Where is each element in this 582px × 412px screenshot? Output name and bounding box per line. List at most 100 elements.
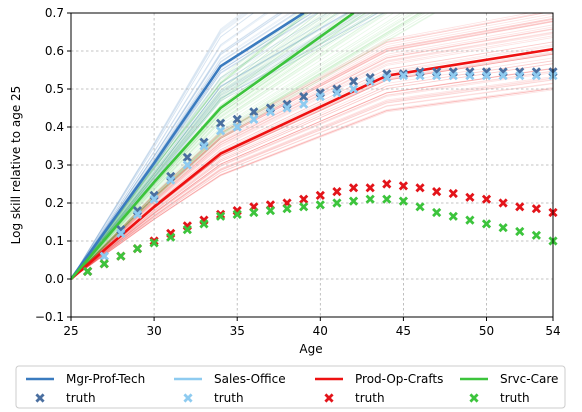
truth-marker — [365, 183, 375, 193]
cross-stroke — [515, 226, 525, 237]
cross-stroke — [166, 175, 176, 185]
truth-marker — [531, 204, 541, 214]
truth-marker — [348, 84, 359, 94]
truth-marker — [249, 114, 259, 124]
series-line — [71, 13, 355, 280]
cross-stroke — [481, 194, 492, 204]
truth-marker — [299, 92, 309, 102]
cross-stroke — [249, 114, 259, 124]
truth-marker — [398, 196, 409, 206]
cross-stroke — [99, 251, 109, 261]
cross-stroke — [382, 194, 392, 204]
simulation-line — [71, 13, 325, 280]
y-tick-label: 0.4 — [45, 120, 64, 134]
simulation-line — [71, 13, 375, 280]
x-tick-label: 30 — [146, 324, 161, 338]
truth-marker — [531, 71, 541, 81]
cross-stroke — [398, 71, 409, 81]
simulation-line — [71, 13, 307, 280]
simulation-line — [71, 13, 349, 280]
simulation-line — [71, 13, 283, 280]
simulation-line — [71, 13, 361, 280]
simulation-line — [71, 13, 243, 280]
truth-marker — [481, 219, 492, 229]
cross-stroke — [99, 259, 109, 269]
truth-marker — [299, 99, 309, 109]
truth-marker — [432, 187, 442, 197]
cross-stroke — [282, 204, 292, 214]
simulation-line — [71, 13, 423, 280]
truth-marker — [465, 192, 475, 202]
truth-marker — [515, 71, 525, 81]
truth-marker — [432, 207, 442, 218]
simulation-line — [71, 13, 284, 280]
truth-marker — [299, 202, 309, 212]
simulation-line — [71, 13, 328, 280]
x-tick-label: 40 — [313, 324, 328, 338]
simulation-line — [71, 15, 553, 280]
cross-stroke — [324, 393, 334, 403]
cross-stroke — [149, 194, 159, 204]
simulation-line — [71, 13, 292, 280]
simulation-line — [71, 13, 267, 280]
truth-marker — [515, 226, 525, 237]
simulation-line — [71, 13, 255, 280]
legend-cross-swatch — [469, 393, 479, 403]
axis-labels: Age Log skill relative to age 25 — [9, 86, 323, 356]
y-tick-label: 0.1 — [45, 234, 64, 248]
simulation-line — [71, 29, 553, 280]
cross-stroke — [35, 393, 45, 403]
truth-marker — [515, 202, 525, 212]
simulation-line — [71, 13, 319, 280]
cross-stroke — [365, 183, 375, 193]
simulation-line — [71, 13, 342, 280]
simulation-line — [71, 13, 323, 280]
truth-marker — [498, 71, 508, 81]
cross-stroke — [332, 88, 342, 98]
series-line — [71, 47, 553, 280]
truth-marker — [249, 107, 259, 117]
simulation-line — [71, 28, 553, 280]
simulation-line — [71, 13, 334, 280]
truth-marker — [199, 219, 209, 229]
simulation-line — [71, 88, 553, 280]
cross-stroke — [282, 103, 292, 113]
cross-stroke — [448, 211, 458, 221]
simulation-line — [71, 13, 332, 280]
cross-stroke — [232, 122, 242, 132]
legend-label: truth — [500, 391, 530, 405]
simulation-line — [71, 13, 337, 280]
simulation-line — [71, 78, 553, 280]
truth-marker — [215, 118, 226, 128]
y-tick-label: −0.1 — [35, 310, 64, 324]
cross-stroke — [315, 190, 325, 200]
truth-marker — [132, 209, 143, 219]
simulation-line — [71, 13, 366, 280]
simulation-line — [71, 88, 553, 280]
cross-stroke — [116, 251, 126, 261]
simulation-line — [71, 13, 341, 280]
cross-stroke — [469, 393, 479, 403]
truth-marker — [415, 71, 425, 81]
simulation-line — [71, 87, 553, 280]
simulation-line — [71, 68, 553, 280]
cross-stroke — [199, 141, 209, 151]
y-tick-label: 0.5 — [45, 82, 64, 96]
cross-stroke — [465, 71, 475, 81]
simulation-line — [71, 13, 347, 280]
series-line — [71, 13, 305, 280]
cross-stroke — [498, 198, 508, 208]
cross-stroke — [465, 192, 475, 202]
simulation-line — [71, 13, 309, 280]
truth-marker — [299, 194, 309, 204]
simulation-line — [71, 41, 553, 280]
simulation-line — [71, 72, 553, 280]
cross-stroke — [432, 207, 442, 218]
y-tick-label: 0.2 — [45, 196, 64, 210]
simulation-line — [71, 13, 301, 280]
legend-label: Sales-Office — [214, 372, 286, 386]
simulation-line — [71, 13, 310, 280]
legend-label: truth — [66, 391, 96, 405]
cross-stroke — [398, 181, 409, 191]
